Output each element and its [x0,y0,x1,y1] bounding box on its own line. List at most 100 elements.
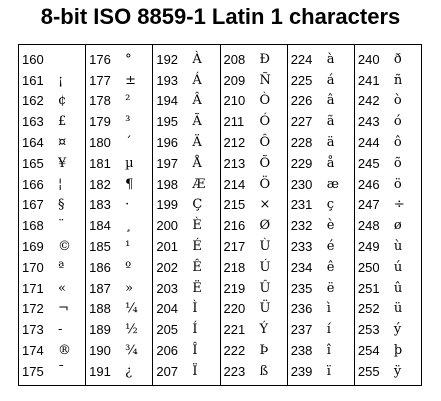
char-glyph: ¦ [58,176,63,192]
char-code: 246 [357,176,380,192]
table-row: 227 ã [288,111,354,132]
char-glyph: º [125,259,132,275]
char-code: 240 [357,51,380,67]
table-row: 180 ´ [86,132,152,153]
char-code: 210 [223,93,246,109]
char-code: 251 [357,280,380,296]
char-glyph: ÿ [393,363,402,379]
char-code: 163 [22,114,44,130]
char-glyph: ì [326,301,331,317]
char-glyph: ë [326,280,335,296]
table-row: 178 ² [86,91,152,112]
char-code: 206 [156,343,179,359]
table-row: 238 î [288,340,354,361]
char-code: 204 [156,301,179,317]
table-row: 191 ¿ [86,361,152,382]
char-glyph: Ì [192,301,198,317]
table-row: 230 æ [288,174,354,195]
char-code: 179 [89,114,111,130]
table-row: 179 ³ [86,111,152,132]
char-code: 169 [22,239,44,255]
table-row: 233 é [288,236,354,257]
table-row: 241 ñ [355,70,421,91]
table-row: 246 ö [355,174,421,195]
char-code: 230 [290,176,313,192]
char-code: 187 [89,280,111,296]
table-row: 164 ¤ [19,132,85,153]
char-code: 162 [22,93,44,109]
table-row: 222 Þ [221,340,287,361]
char-glyph: ¼ [125,301,138,317]
table-row: 236 ì [288,299,354,320]
char-code: 170 [22,259,44,275]
table-column: 160 161 ¡ 162 ¢ 163 £164 ¤ 165 ¥166 ¦ 167 § 168 ¨ 169 ©… [19,45,85,385]
char-code: 195 [156,114,179,130]
char-code: 225 [290,72,313,88]
table-row: 240 ð [355,49,421,70]
char-glyph: Î [192,343,198,359]
char-glyph: ã [326,114,335,130]
table-row: 216 Ø [221,215,287,236]
table-row: 167 § [19,195,85,216]
char-code: 234 [290,259,313,275]
table-column: 176 ° 177 ±178 ² 179 ³ 180 ´ 181 µ 182 ¶ 183 · 184 ¸ 185 ¹… [85,45,152,385]
char-code: 228 [290,135,313,151]
table-row: 249 ù [355,236,421,257]
char-code: 192 [156,51,179,67]
table-row: 214 Ö [221,174,287,195]
char-glyph: ó [393,114,402,130]
char-glyph: æ [326,176,339,192]
char-code: 166 [22,176,44,192]
table-row: 171 « [19,278,85,299]
table-row: 244 ô [355,132,421,153]
table-row: 166 ¦ [19,174,85,195]
table-row: 168 ¨ [19,215,85,236]
char-code: 233 [290,239,313,255]
char-code: 244 [357,135,380,151]
char-glyph: Û [259,280,271,296]
char-code: 209 [223,72,246,88]
char-glyph: ¿ [125,363,133,379]
table-row: 206 Î [153,340,219,361]
char-glyph: Ò [259,93,271,109]
table-row: 208 Ð [221,49,287,70]
table-row: 165 ¥ [19,153,85,174]
table-row: 226 â [288,91,354,112]
char-glyph: ä [326,135,335,151]
char-glyph: À [192,51,202,67]
table-row: 229 å [288,153,354,174]
char-glyph: ² [125,93,131,109]
table-row: 237 í [288,319,354,340]
char-glyph: ¯ [58,363,65,379]
table-row: 215 × [221,195,287,216]
char-glyph: § [58,197,65,213]
char-glyph: ¹ [125,239,131,255]
char-code: 167 [22,197,44,213]
char-glyph: - [58,322,63,338]
table-row: 205 Í [153,319,219,340]
table-row: 197 Å [153,153,219,174]
char-glyph: î [326,343,331,359]
char-glyph: â [326,93,335,109]
char-code: 227 [290,114,313,130]
char-code: 222 [223,343,246,359]
char-glyph: ß [259,363,269,379]
char-glyph: £ [58,114,67,130]
char-code: 214 [223,176,246,192]
table-row: 248 ø [355,215,421,236]
char-glyph: ³ [125,114,131,130]
table-row: 217 Ù [221,236,287,257]
char-code: 241 [357,72,380,88]
char-glyph: Å [192,155,202,171]
char-code: 252 [357,301,380,317]
char-glyph: Ê [192,259,202,275]
char-glyph: · [125,197,130,213]
table-column: 240 ð 241 ñ 242 ò 243 ó 244 ô 245 õ 246 ö 247 ÷ 248 ø 249 ù… [353,45,421,385]
table-row: 250 ú [355,257,421,278]
table-row: 172 ¬ [19,299,85,320]
table-row: 252 ü [355,299,421,320]
table-column: 224 à 225 á 226 â 227 ã 228 ä 229 å 230 æ 231 ç 232 è 233 é… [286,45,354,385]
char-code: 175 [22,363,44,379]
char-code: 236 [290,301,313,317]
char-glyph: » [125,280,134,296]
